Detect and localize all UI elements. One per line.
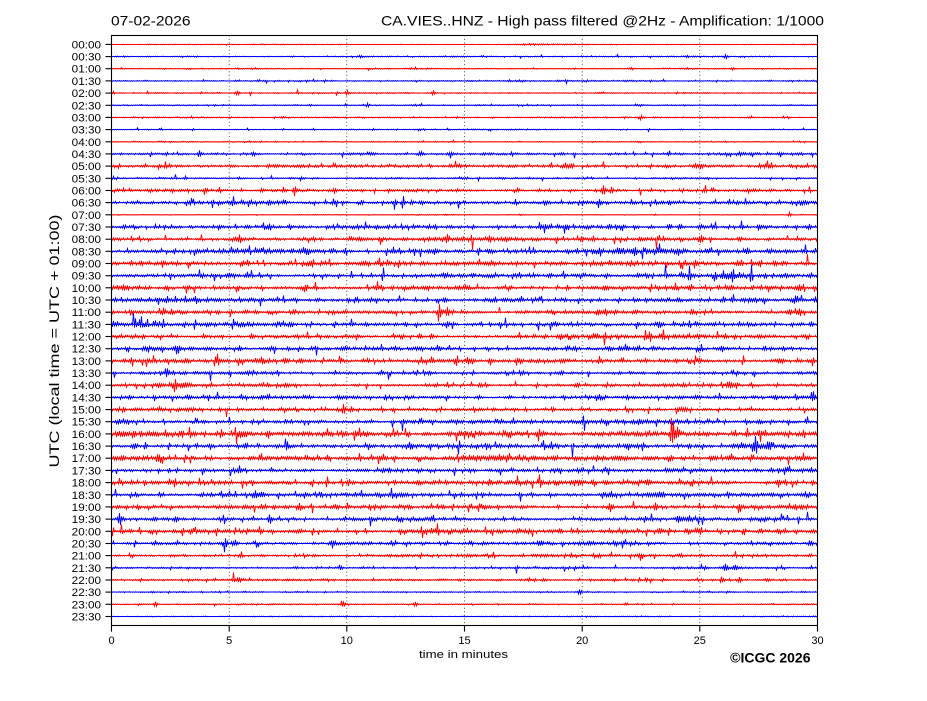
svg-text:01:00: 01:00 [72, 64, 101, 76]
svg-text:22:00: 22:00 [72, 575, 101, 587]
svg-text:10: 10 [341, 635, 353, 647]
svg-text:02:30: 02:30 [72, 100, 101, 112]
svg-text:CA.VIES..HNZ - High pass filte: CA.VIES..HNZ - High pass filtered @2Hz -… [381, 12, 824, 28]
svg-text:20:00: 20:00 [72, 526, 101, 538]
svg-text:12:00: 12:00 [72, 332, 101, 344]
svg-text:21:00: 21:00 [72, 551, 101, 563]
svg-text:14:30: 14:30 [72, 392, 101, 404]
svg-text:11:00: 11:00 [72, 307, 101, 319]
svg-text:08:00: 08:00 [72, 234, 101, 246]
svg-text:23:00: 23:00 [72, 599, 101, 611]
svg-text:13:30: 13:30 [72, 368, 101, 380]
svg-text:20:30: 20:30 [72, 539, 101, 551]
svg-text:25: 25 [694, 635, 706, 647]
svg-text:16:30: 16:30 [72, 441, 101, 453]
svg-text:08:30: 08:30 [72, 246, 101, 258]
svg-text:04:00: 04:00 [72, 137, 101, 149]
svg-text:06:30: 06:30 [72, 198, 101, 210]
svg-text:05:00: 05:00 [72, 161, 101, 173]
svg-text:13:00: 13:00 [72, 356, 101, 368]
svg-text:10:30: 10:30 [72, 295, 101, 307]
svg-text:19:00: 19:00 [72, 502, 101, 514]
svg-text:09:00: 09:00 [72, 259, 101, 271]
svg-text:0: 0 [108, 635, 114, 647]
svg-text:15:30: 15:30 [72, 417, 101, 429]
svg-text:00:30: 00:30 [72, 52, 101, 64]
svg-text:17:00: 17:00 [72, 453, 101, 465]
svg-text:06:00: 06:00 [72, 186, 101, 198]
svg-text:07:30: 07:30 [72, 222, 101, 234]
svg-text:00:00: 00:00 [72, 39, 101, 51]
svg-text:04:30: 04:30 [72, 149, 101, 161]
svg-text:15: 15 [458, 635, 470, 647]
svg-text:07:00: 07:00 [72, 210, 101, 222]
svg-text:03:00: 03:00 [72, 112, 101, 124]
svg-text:09:30: 09:30 [72, 271, 101, 283]
svg-text:17:30: 17:30 [72, 465, 101, 477]
svg-text:20: 20 [576, 635, 588, 647]
svg-text:UTC (local time = UTC + 01:00): UTC (local time = UTC + 01:00) [46, 215, 62, 468]
svg-text:11:30: 11:30 [72, 319, 101, 331]
svg-text:12:30: 12:30 [72, 344, 101, 356]
svg-text:5: 5 [226, 635, 232, 647]
svg-text:21:30: 21:30 [72, 563, 101, 575]
svg-text:©ICGC 2026: ©ICGC 2026 [730, 650, 811, 666]
svg-text:30: 30 [811, 635, 823, 647]
svg-text:19:30: 19:30 [72, 514, 101, 526]
svg-text:18:30: 18:30 [72, 490, 101, 502]
svg-text:03:30: 03:30 [72, 125, 101, 137]
svg-text:16:00: 16:00 [72, 429, 101, 441]
svg-text:22:30: 22:30 [72, 587, 101, 599]
svg-text:05:30: 05:30 [72, 173, 101, 185]
svg-text:02:00: 02:00 [72, 88, 101, 100]
svg-text:15:00: 15:00 [72, 405, 101, 417]
svg-text:18:00: 18:00 [72, 478, 101, 490]
svg-text:01:30: 01:30 [72, 76, 101, 88]
svg-text:23:30: 23:30 [72, 612, 101, 624]
svg-text:14:00: 14:00 [72, 380, 101, 392]
svg-text:time in minutes: time in minutes [419, 649, 509, 661]
svg-text:10:00: 10:00 [72, 283, 101, 295]
svg-text:07-02-2026: 07-02-2026 [111, 12, 191, 28]
